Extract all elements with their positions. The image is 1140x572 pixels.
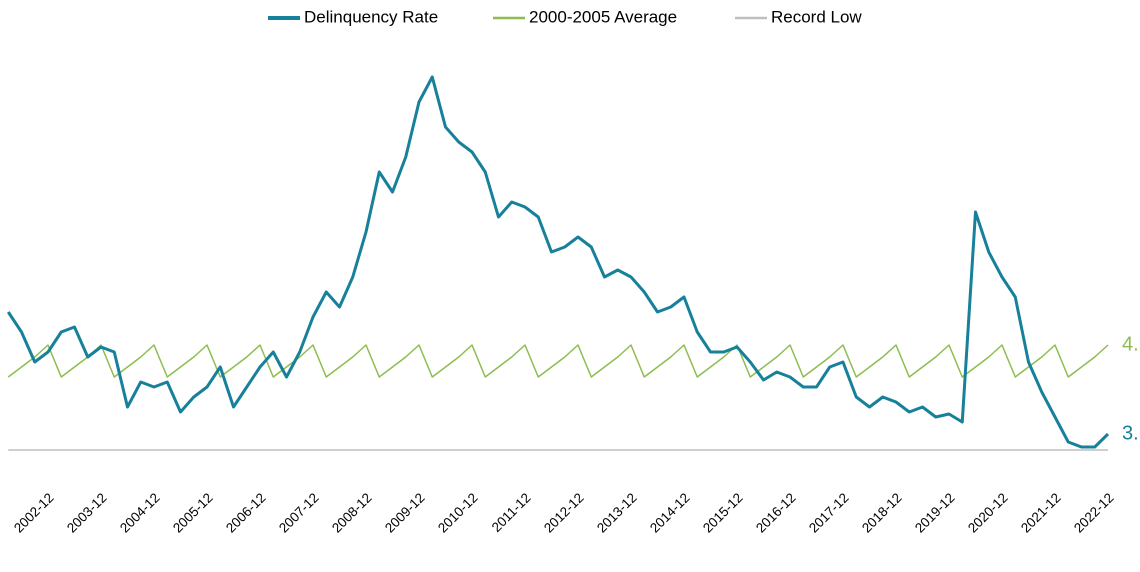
x-tick-label: 2022-12 — [1071, 490, 1117, 536]
x-tick-label: 2008-12 — [329, 490, 375, 536]
x-tick-label: 2009-12 — [382, 490, 428, 536]
x-tick-label: 2006-12 — [223, 490, 269, 536]
x-tick-label: 2004-12 — [117, 490, 163, 536]
x-tick-label: 2019-12 — [912, 490, 958, 536]
series-line — [7, 344, 1109, 378]
legend-label: Delinquency Rate — [304, 7, 438, 26]
x-tick-label: 2002-12 — [11, 490, 57, 536]
x-tick-label: 2007-12 — [276, 490, 322, 536]
x-tick-label: 2020-12 — [965, 490, 1011, 536]
x-tick-label: 2005-12 — [170, 490, 216, 536]
x-tick-label: 2016-12 — [753, 490, 799, 536]
end-label: 3. — [1122, 422, 1139, 444]
x-tick-label: 2012-12 — [541, 490, 587, 536]
x-tick-label: 2014-12 — [647, 490, 693, 536]
x-tick-label: 2011-12 — [489, 490, 534, 535]
x-tick-label: 2021-12 — [1018, 490, 1064, 536]
x-tick-label: 2003-12 — [64, 490, 110, 536]
series-line — [6, 75, 1110, 449]
x-tick-label: 2015-12 — [700, 490, 746, 536]
legend-label: 2000-2005 Average — [529, 7, 677, 26]
x-tick-label: 2018-12 — [859, 490, 905, 536]
legend-label: Record Low — [771, 7, 862, 26]
x-tick-label: 2010-12 — [435, 490, 481, 536]
x-tick-label: 2017-12 — [806, 490, 852, 536]
x-tick-label: 2013-12 — [594, 490, 640, 536]
end-label: 4. — [1122, 333, 1139, 355]
